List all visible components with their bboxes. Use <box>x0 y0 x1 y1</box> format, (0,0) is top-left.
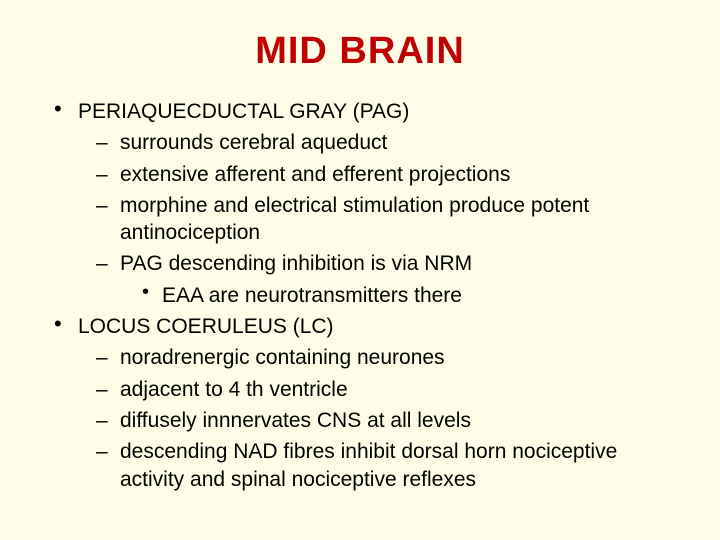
bullet-text: EAA are neurotransmitters there <box>162 284 462 307</box>
list-item: morphine and electrical stimulation prod… <box>96 192 680 247</box>
bullet-sublist: surrounds cerebral aqueduct extensive af… <box>78 129 680 309</box>
bullet-sublist: noradrenergic containing neurones adjace… <box>78 344 680 492</box>
bullet-text: noradrenergic containing neurones <box>120 346 445 369</box>
bullet-text: adjacent to 4 th ventricle <box>120 378 348 401</box>
bullet-text: PAG descending inhibition is via NRM <box>120 252 472 275</box>
list-item: descending NAD fibres inhibit dorsal hor… <box>96 438 680 493</box>
bullet-text: morphine and electrical stimulation prod… <box>120 194 589 244</box>
list-item: diffusely innnervates CNS at all levels <box>96 407 680 434</box>
slide-title: MID BRAIN <box>40 30 680 73</box>
list-item: LOCUS COERULEUS (LC) noradrenergic conta… <box>50 313 680 493</box>
bullet-text: diffusely innnervates CNS at all levels <box>120 409 471 432</box>
list-item: surrounds cerebral aqueduct <box>96 129 680 156</box>
bullet-list: PERIAQUECDUCTAL GRAY (PAG) surrounds cer… <box>40 98 680 493</box>
list-item: noradrenergic containing neurones <box>96 344 680 371</box>
bullet-text: extensive afferent and efferent projecti… <box>120 163 510 186</box>
bullet-sub-sublist: EAA are neurotransmitters there <box>120 282 680 309</box>
bullet-text: descending NAD fibres inhibit dorsal hor… <box>120 440 617 490</box>
list-item: adjacent to 4 th ventricle <box>96 376 680 403</box>
slide: MID BRAIN PERIAQUECDUCTAL GRAY (PAG) sur… <box>0 0 720 540</box>
list-item: PAG descending inhibition is via NRM EAA… <box>96 250 680 309</box>
list-item: EAA are neurotransmitters there <box>138 282 680 309</box>
list-item: PERIAQUECDUCTAL GRAY (PAG) surrounds cer… <box>50 98 680 309</box>
bullet-text: PERIAQUECDUCTAL GRAY (PAG) <box>78 100 409 123</box>
list-item: extensive afferent and efferent projecti… <box>96 161 680 188</box>
bullet-text: LOCUS COERULEUS (LC) <box>78 315 334 338</box>
bullet-text: surrounds cerebral aqueduct <box>120 131 387 154</box>
